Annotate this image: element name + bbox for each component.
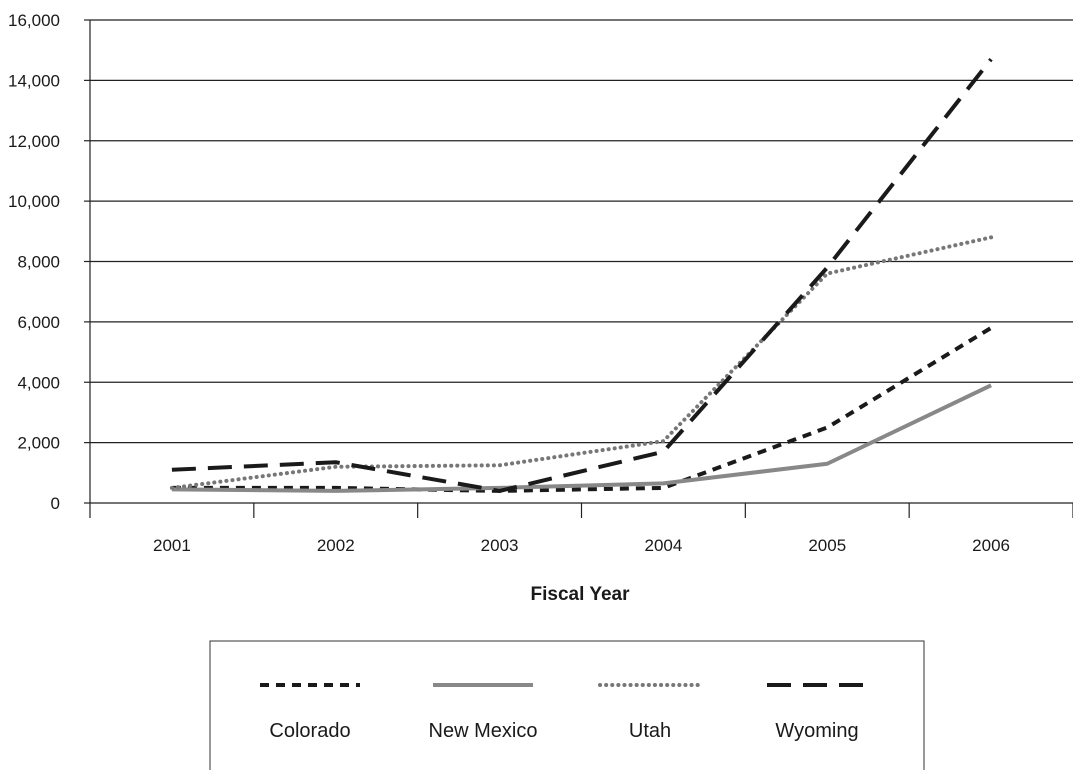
y-tick-label: 14,000 [8, 71, 60, 90]
y-tick-label: 10,000 [8, 192, 60, 211]
x-axis-title: Fiscal Year [531, 584, 631, 605]
legend: Colorado New Mexico Utah Wyoming [209, 640, 925, 770]
legend-box [209, 640, 925, 770]
y-tick-label: 4,000 [17, 373, 60, 392]
x-axis: 2001 2002 2003 2004 2005 2006 [89, 503, 1073, 555]
y-tick-label: 16,000 [8, 11, 60, 30]
legend-label: Colorado [269, 720, 350, 742]
x-tick-label: 2004 [645, 536, 683, 555]
legend-label: Wyoming [775, 720, 858, 742]
series-line-colorado [171, 326, 993, 493]
series-line-utah [169, 235, 994, 490]
series-line-wyoming [171, 58, 993, 493]
legend-label: New Mexico [429, 720, 538, 742]
y-axis-tick-labels: 0 2,000 4,000 6,000 8,000 10,000 12,000 14,000 1… [8, 11, 60, 513]
x-tick-label: 2001 [153, 536, 191, 555]
series-lines [169, 58, 994, 493]
x-tick-label: 2003 [481, 536, 519, 555]
x-tick-label: 2006 [972, 536, 1010, 555]
series-line-new-mexico [171, 383, 992, 493]
y-tick-label: 8,000 [17, 253, 60, 272]
x-tick-label: 2005 [808, 536, 846, 555]
y-tick-label: 2,000 [17, 434, 60, 453]
x-tick-label: 2002 [317, 536, 355, 555]
legend-label: Utah [629, 720, 671, 742]
y-tick-label: 6,000 [17, 313, 60, 332]
y-tick-label: 12,000 [8, 132, 60, 151]
y-tick-label: 0 [51, 494, 60, 513]
gridlines [84, 19, 1073, 504]
